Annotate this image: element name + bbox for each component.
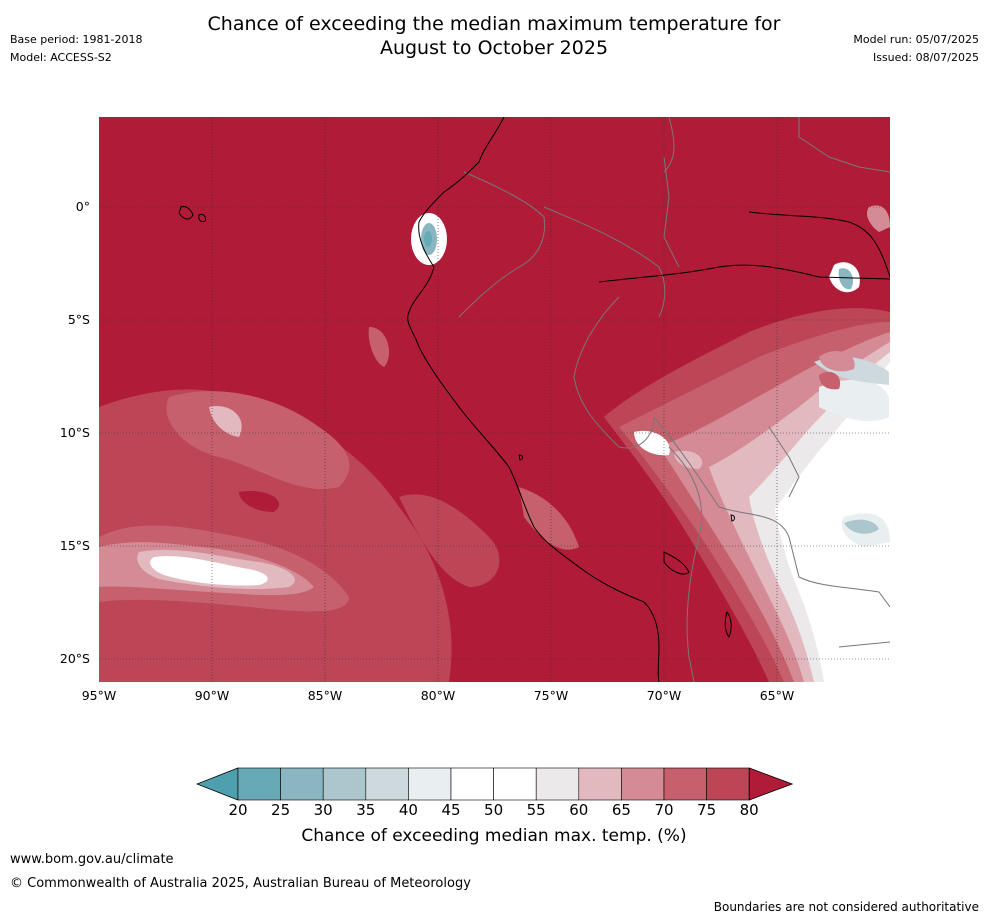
probability-map <box>99 117 890 682</box>
colorbar-tick-label: 80 <box>739 801 759 819</box>
model-info: Base period: 1981-2018 Model: ACCESS-S2 <box>10 31 142 67</box>
colorbar-tick-label: 20 <box>228 801 248 819</box>
pacific-probability-zone <box>99 327 579 682</box>
base-period: Base period: 1981-2018 <box>10 33 143 46</box>
colorbar-swatch <box>621 767 665 801</box>
title-line-1: Chance of exceeding the median maximum t… <box>207 13 781 35</box>
lon-label-90w: 90°W <box>194 688 230 703</box>
colorbar-swatch <box>663 767 707 801</box>
colorbar-swatch <box>237 767 281 801</box>
colorbar-high-extension <box>748 767 794 801</box>
run-info: Model run: 05/07/2025 Issued: 08/07/2025 <box>853 31 979 67</box>
colorbar-tick-label: 40 <box>398 801 418 819</box>
colorbar-tick-label: 35 <box>356 801 376 819</box>
colorbar-tick-label: 30 <box>313 801 333 819</box>
copyright-notice: © Commonwealth of Australia 2025, Austra… <box>10 876 471 891</box>
colorbar-label: Chance of exceeding median max. temp. (%… <box>301 826 687 846</box>
coastlines <box>178 117 890 682</box>
colorbar-tick-label: 25 <box>271 801 291 819</box>
colorbar-tick-label: 75 <box>697 801 717 819</box>
lat-label-20s: 20°S <box>59 651 90 666</box>
lon-label-65w: 65°W <box>759 688 795 703</box>
colorbar <box>195 766 794 806</box>
country-borders <box>458 117 890 682</box>
colorbar-swatch <box>578 767 622 801</box>
colorbar-tick-label: 60 <box>569 801 589 819</box>
colorbar-swatches <box>195 767 794 801</box>
graticule <box>99 117 890 682</box>
coastal-anomaly <box>411 213 447 265</box>
colorbar-swatch <box>322 767 367 801</box>
colorbar-tick-label: 70 <box>654 801 674 819</box>
colorbar-swatch <box>365 767 409 801</box>
colorbar-tick-label: 65 <box>611 801 631 819</box>
website-link[interactable]: www.bom.gov.au/climate <box>10 852 174 867</box>
map-panel <box>99 117 890 682</box>
colorbar-swatch <box>280 767 324 801</box>
lon-label-85w: 85°W <box>307 688 343 703</box>
lat-label-0: 0° <box>75 199 90 214</box>
lat-label-15s: 15°S <box>59 538 90 553</box>
colorbar-swatch <box>706 767 750 801</box>
colorbar-swatch <box>493 767 537 801</box>
colorbar-tick-label: 50 <box>484 801 504 819</box>
lat-label-5s: 5°S <box>67 312 90 327</box>
colorbar-tick-label: 45 <box>441 801 461 819</box>
colorbar-swatch <box>535 767 580 801</box>
colorbar-swatch <box>450 767 494 801</box>
colorbar-swatch <box>408 767 452 801</box>
lon-label-70w: 70°W <box>646 688 682 703</box>
model-name: Model: ACCESS-S2 <box>10 51 112 64</box>
lon-label-80w: 80°W <box>420 688 456 703</box>
lat-label-10s: 10°S <box>59 425 90 440</box>
colorbar-tick-label: 55 <box>526 801 546 819</box>
model-run: Model run: 05/07/2025 <box>853 33 979 46</box>
map-title: Chance of exceeding the median maximum t… <box>0 12 988 60</box>
colorbar-low-extension <box>195 767 239 801</box>
amazon-probability-zone <box>604 205 890 682</box>
lon-label-95w: 95°W <box>81 688 117 703</box>
issued-date: Issued: 08/07/2025 <box>872 51 979 64</box>
boundary-disclaimer: Boundaries are not considered authoritat… <box>713 900 979 914</box>
title-line-2: August to October 2025 <box>379 37 609 59</box>
lon-label-75w: 75°W <box>533 688 569 703</box>
